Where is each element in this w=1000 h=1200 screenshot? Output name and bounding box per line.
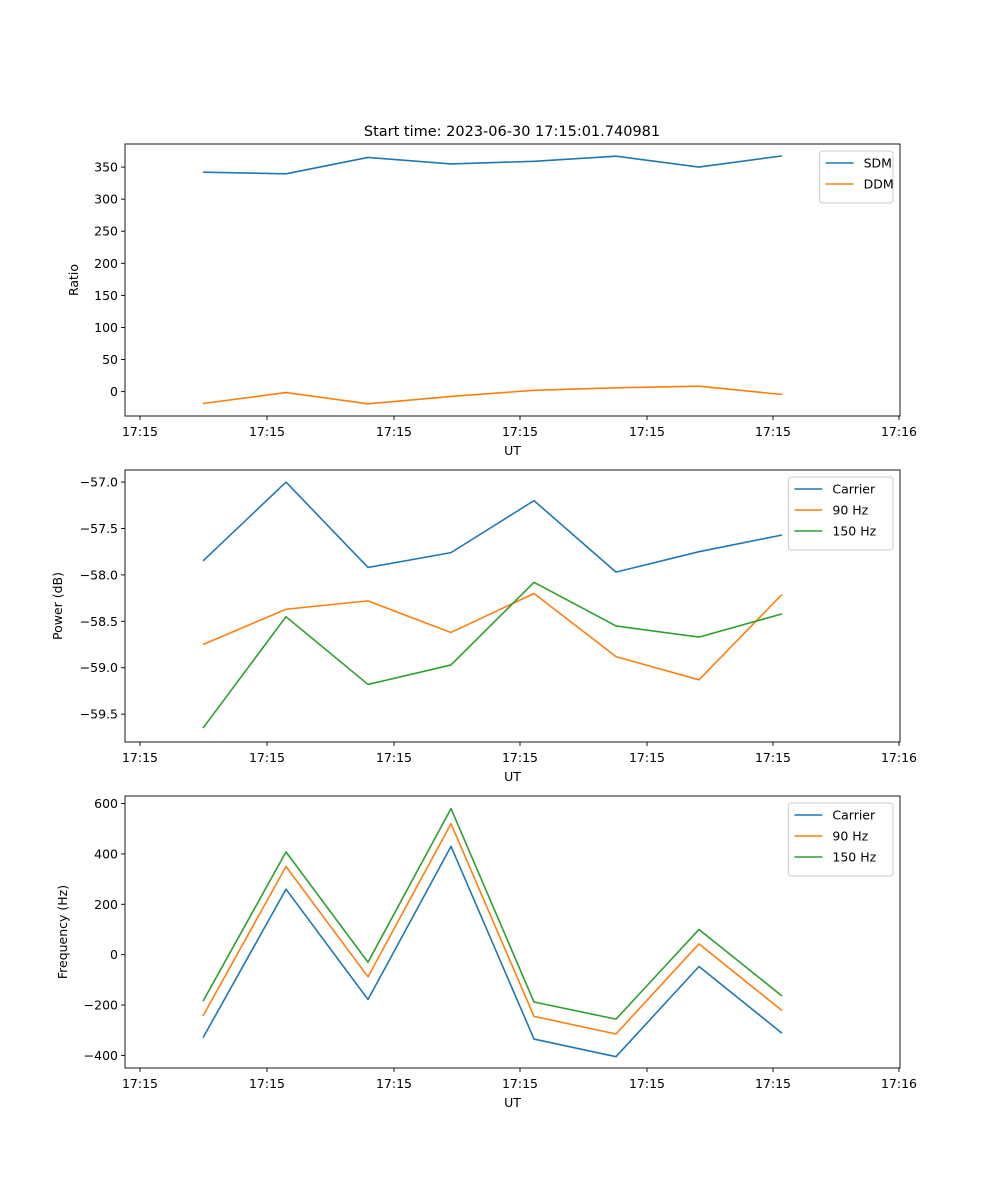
axes-frame (124, 469, 901, 743)
x-tick-label: 17:16 (881, 424, 917, 439)
legend-label: DDM (864, 177, 894, 192)
series-line-sdm (202, 155, 783, 175)
figure-title: Start time: 2023-06-30 17:15:01.740981 (364, 124, 660, 140)
x-tick-label: 17:15 (629, 1076, 665, 1091)
x-tick-label: 17:15 (376, 750, 412, 765)
y-tick-label: −57.0 (80, 475, 118, 490)
x-tick-label: 17:15 (502, 750, 538, 765)
x-tick-label: 17:15 (755, 424, 791, 439)
x-tick-label: 17:16 (881, 1076, 917, 1091)
y-tick-label: −57.5 (80, 521, 118, 536)
x-tick-label: 17:15 (755, 750, 791, 765)
x-tick-label: 17:15 (502, 424, 538, 439)
y-tick-label: 200 (94, 897, 118, 912)
axes-frame (124, 143, 901, 417)
x-tick-label: 17:15 (249, 424, 285, 439)
y-tick-label: 50 (102, 352, 118, 367)
y-tick-label: 400 (94, 846, 118, 861)
chart-panel-2: 17:15 17:15 17:15 17:15 17:15 17:15 17:16 −59.5… (50, 469, 917, 784)
y-tick-label: 100 (94, 320, 118, 335)
series-line-90-hz (202, 822, 783, 1035)
legend-label: SDM (864, 156, 892, 171)
x-tick-label: 17:15 (122, 1076, 158, 1091)
y-tick-label: 350 (94, 160, 118, 175)
x-tick-label: 17:15 (755, 1076, 791, 1091)
x-axis-label: UT (504, 769, 521, 784)
y-axis-label: Frequency (Hz) (55, 885, 70, 979)
x-tick-label: 17:15 (502, 1076, 538, 1091)
series-line-ddm (202, 385, 783, 405)
y-tick-label: 300 (94, 192, 118, 207)
y-tick-label: 600 (94, 796, 118, 811)
x-tick-label: 17:16 (881, 750, 917, 765)
x-axis-label: UT (504, 443, 521, 458)
y-tick-label: −58.0 (80, 567, 118, 582)
y-tick-label: 150 (94, 288, 118, 303)
y-tick-label: 0 (110, 384, 118, 399)
chart-panel-3: 17:15 17:15 17:15 17:15 17:15 17:15 17:16 −400 −… (55, 795, 917, 1110)
x-tick-label: 17:15 (249, 750, 285, 765)
chart-panel-1: 17:15 17:15 17:15 17:15 17:15 17:15 17:16 0 50 10… (66, 143, 917, 458)
legend: Carrier 90 Hz 150 Hz (787, 802, 894, 877)
y-tick-label: −58.5 (80, 614, 118, 629)
legend-label: 90 Hz (832, 503, 868, 518)
y-tick-label: 200 (94, 256, 118, 271)
x-tick-label: 17:15 (629, 424, 665, 439)
y-axis-label: Ratio (66, 264, 81, 296)
y-axis-label: Power (dB) (50, 572, 65, 640)
series-line-carrier (202, 845, 783, 1058)
x-tick-label: 17:15 (629, 750, 665, 765)
x-tick-label: 17:15 (376, 424, 412, 439)
legend-label: 90 Hz (832, 829, 868, 844)
legend-frame (819, 150, 894, 204)
series-line-90-hz (202, 592, 783, 681)
y-tick-label: −59.0 (80, 660, 118, 675)
legend: Carrier 90 Hz 150 Hz (787, 476, 894, 551)
x-axis-label: UT (504, 1095, 521, 1110)
y-tick-label: −59.5 (80, 707, 118, 722)
legend-label: 150 Hz (832, 524, 876, 539)
y-tick-label: −400 (84, 1048, 118, 1063)
legend-label: Carrier (832, 808, 876, 823)
x-tick-label: 17:15 (376, 1076, 412, 1091)
y-tick-label: −200 (84, 998, 118, 1013)
x-tick-label: 17:15 (122, 424, 158, 439)
series-line-150-hz (202, 807, 783, 1020)
legend: SDM DDM (819, 150, 894, 204)
axes-frame (124, 795, 901, 1069)
x-tick-label: 17:15 (249, 1076, 285, 1091)
y-tick-label: 0 (110, 947, 118, 962)
x-tick-label: 17:15 (122, 750, 158, 765)
series-line-150-hz (202, 581, 783, 729)
legend-label: 150 Hz (832, 850, 876, 865)
legend-label: Carrier (832, 482, 876, 497)
series-line-carrier (202, 481, 783, 573)
y-tick-label: 250 (94, 224, 118, 239)
panels: 17:15 17:15 17:15 17:15 17:15 17:15 17:16 0 50 10… (50, 143, 917, 1110)
